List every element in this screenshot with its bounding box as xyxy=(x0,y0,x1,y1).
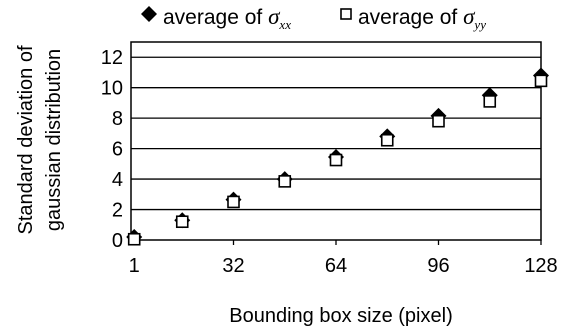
y-tick-label: 6 xyxy=(112,139,123,161)
y-axis-label-line1: Standard deviation of xyxy=(15,45,37,234)
data-series xyxy=(126,67,549,246)
y-tick-label: 8 xyxy=(112,108,123,130)
data-point-sigma-yy xyxy=(534,74,548,88)
data-point-sigma-yy xyxy=(432,114,445,128)
data-point-sigma-yy xyxy=(380,133,394,147)
legend-label-sigma-xx-prefix: average of xyxy=(163,6,268,29)
y-tick-label: 4 xyxy=(112,169,123,191)
legend-label-sigma-xx: average of σxx xyxy=(163,4,291,32)
legend-marker-hollow-square xyxy=(340,8,352,20)
x-tick-label: 32 xyxy=(222,255,244,277)
y-axis-label-line2: gaussian distribution xyxy=(43,49,65,231)
legend-label-sigma-yy-subscript: yy xyxy=(472,17,486,32)
data-point-sigma-yy xyxy=(278,175,292,188)
legend-marker-filled-diamond xyxy=(141,6,157,22)
x-tick-label: 1 xyxy=(129,255,140,277)
grid-lines xyxy=(131,56,541,211)
legend: average of σxx average of σyy xyxy=(141,4,486,32)
legend-label-sigma-xx-subscript: xx xyxy=(278,17,291,32)
data-point-sigma-yy xyxy=(127,232,141,246)
legend-label-sigma-yy-symbol: σ xyxy=(463,4,476,29)
y-tick-label: 2 xyxy=(112,200,123,222)
data-point-sigma-yy xyxy=(227,195,240,209)
plot-border xyxy=(130,41,542,241)
x-tick-label: 64 xyxy=(325,255,347,277)
x-axis-label: Bounding box size (pixel) xyxy=(229,305,452,327)
y-tick-label: 12 xyxy=(101,47,123,69)
data-point-sigma-yy xyxy=(329,153,343,167)
legend-label-sigma-xx-symbol: σ xyxy=(268,4,281,29)
tick-labels: 0 2 4 6 8 10 12 1 32 64 96 128 xyxy=(101,47,558,277)
data-point-sigma-yy xyxy=(175,215,189,229)
y-tick-label: 0 xyxy=(112,230,123,252)
x-tick-label: 128 xyxy=(524,255,557,277)
legend-label-sigma-yy: average of σyy xyxy=(358,4,486,32)
legend-label-sigma-yy-prefix: average of xyxy=(358,6,463,29)
y-tick-label: 10 xyxy=(101,78,123,100)
series-sigma-yy xyxy=(127,74,548,246)
x-tick-label: 96 xyxy=(427,255,449,277)
data-point-sigma-yy xyxy=(483,95,497,108)
axes xyxy=(130,41,542,245)
